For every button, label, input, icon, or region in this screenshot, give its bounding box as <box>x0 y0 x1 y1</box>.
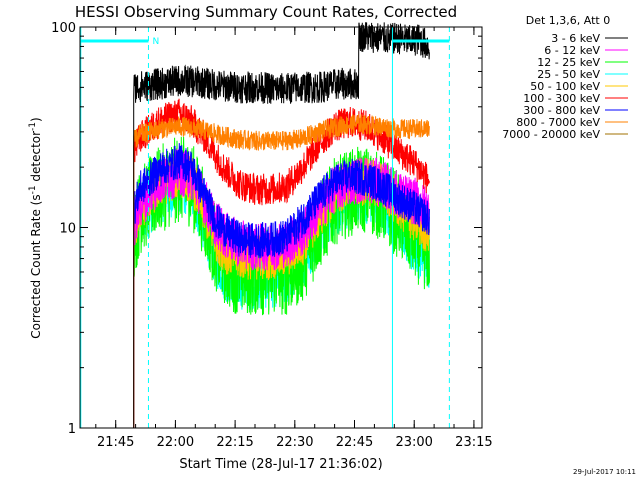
x-tick-label: 22:45 <box>336 435 373 450</box>
footer-date: 29-Jul-2017 10:11 <box>573 468 636 476</box>
legend-item: 6 - 12 keV <box>544 44 628 57</box>
legend-label: 7000 - 20000 keV <box>502 128 600 141</box>
x-tick-label: 22:15 <box>216 435 253 450</box>
series-3-6-kev <box>133 22 430 428</box>
legend-item: 12 - 25 keV <box>537 56 628 69</box>
legend-label: 6 - 12 keV <box>544 44 600 57</box>
legend-item: 50 - 100 keV <box>530 80 628 93</box>
x-tick-label: 22:30 <box>276 435 313 450</box>
legend-label: 3 - 6 keV <box>551 32 600 45</box>
legend-item: 7000 - 20000 keV <box>502 128 628 141</box>
y-tick-label: 100 <box>51 21 76 36</box>
y-tick-label: 1 <box>68 422 76 437</box>
x-axis: 21:45 22:00 22:15 22:30 22:45 23:00 23:15 <box>95 27 493 450</box>
y-axis-title: Corrected Count Rate (s-1 detector-1) <box>28 117 43 338</box>
legend-label: 50 - 100 keV <box>530 80 600 93</box>
y-axis: 1 10 100 <box>51 21 482 437</box>
legend-label: 100 - 300 keV <box>523 92 600 105</box>
legend-item: 25 - 50 keV <box>537 68 628 81</box>
x-tick-label: 21:45 <box>97 435 134 450</box>
legend-label: 12 - 25 keV <box>537 56 600 69</box>
x-axis-title: Start Time (28-Jul-17 21:36:02) <box>179 457 382 472</box>
series-300-800-kev <box>133 143 430 428</box>
legend-item: 3 - 6 keV <box>551 32 628 45</box>
chart-title: HESSI Observing Summary Count Rates, Cor… <box>75 3 457 21</box>
x-tick-label: 22:00 <box>157 435 194 450</box>
series-800-7000-kev <box>133 113 430 428</box>
legend-label: 800 - 7000 keV <box>516 116 600 129</box>
legend-label: 25 - 50 keV <box>537 68 600 81</box>
x-tick-label: 23:15 <box>455 435 492 450</box>
legend-label: 300 - 800 keV <box>523 104 600 117</box>
y-tick-label: 10 <box>59 222 76 237</box>
night-label: N <box>152 37 159 47</box>
series-line <box>133 113 430 428</box>
series-line <box>133 22 430 428</box>
plot-area: N <box>80 22 450 428</box>
legend-title: Det 1,3,6, Att 0 <box>526 14 610 27</box>
legend-item: 100 - 300 keV <box>523 92 628 105</box>
series-line <box>133 143 430 428</box>
x-tick-label: 23:00 <box>395 435 432 450</box>
legend-item: 300 - 800 keV <box>523 104 628 117</box>
legend-item: 800 - 7000 keV <box>516 116 628 129</box>
